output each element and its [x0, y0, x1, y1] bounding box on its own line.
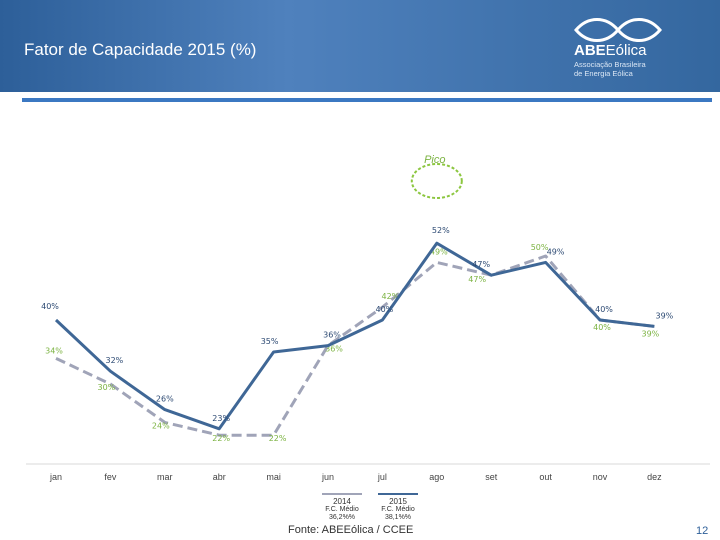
logo-subtitle: Associação Brasileira de Energia Eólica [574, 60, 646, 78]
x-tick-label-out: out [539, 472, 552, 482]
logo-name: ABEEólica [574, 42, 647, 59]
x-tick-label-mar: mar [157, 472, 173, 482]
x-tick-label-jan: jan [49, 472, 62, 482]
data-label-2014-mar: 24% [152, 421, 170, 430]
data-label-2014-out: 50% [531, 243, 549, 252]
header-divider [22, 98, 712, 102]
data-label-2015-mai: 35% [261, 337, 279, 346]
capacity-factor-chart: jan fev mar abr mai jun jul ago set out nov dez 34% 3… [26, 154, 710, 482]
x-tick-label-fev: fev [104, 472, 117, 482]
data-label-2014-dez: 39% [642, 329, 660, 338]
data-label-2015-nov: 40% [595, 305, 613, 314]
peak-annotation-label: Pico [424, 154, 445, 166]
page-number: 12 [696, 525, 709, 537]
data-label-2014-set: 47% [468, 275, 486, 284]
logo-name-bold: ABE [574, 42, 606, 59]
data-label-2015-jan: 40% [41, 302, 59, 311]
legend-caption-2015: F.C. Médio [381, 506, 415, 513]
legend-value-2015: 38,1%% [384, 514, 412, 521]
x-tick-label-dez: dez [647, 472, 662, 482]
x-tick-label-nov: nov [593, 472, 608, 482]
peak-highlight-ellipse [410, 163, 463, 199]
legend-caption-2014: F.C. Médio [325, 506, 359, 513]
series-line-2015 [54, 241, 655, 431]
data-label-2014-mai: 22% [269, 434, 287, 443]
data-label-2015-dez: 39% [656, 311, 674, 320]
legend-label-2014: 2014 [333, 497, 351, 506]
data-label-2014-fev: 30% [98, 383, 116, 392]
data-label-2015-out: 49% [547, 247, 565, 256]
data-label-2015-abr: 23% [212, 414, 230, 423]
wind-swirl-icon [574, 18, 662, 42]
data-label-2015-jul: 40% [376, 305, 394, 314]
legend-item-2015: 2015 F.C. Médio 38,1%% [368, 490, 428, 522]
x-tick-label-mai: mai [266, 472, 281, 482]
data-label-2014-jun: 36% [325, 345, 343, 354]
legend-value-2014: 36,2%% [328, 514, 356, 521]
legend-swatch-2014 [322, 493, 362, 495]
logo-name-regular: Eólica [605, 42, 647, 59]
logo-subtitle-line2: de Energia Eólica [574, 69, 633, 78]
logo-subtitle-line1: Associação Brasileira [574, 60, 646, 69]
data-label-2015-ago: 52% [432, 226, 450, 235]
legend-item-2014: 2014 F.C. Médio 36,2%% [312, 490, 372, 522]
legend-label-2015: 2015 [389, 497, 407, 506]
data-label-2015-fev: 32% [106, 356, 124, 365]
x-tick-label-jun: jun [321, 472, 334, 482]
data-label-2014-nov: 40% [593, 323, 611, 332]
legend-swatch-2015 [378, 493, 418, 495]
abeeolica-logo: ABEEólica Associação Brasileira de Energ… [566, 16, 696, 88]
x-tick-label-abr: abr [213, 472, 226, 482]
chart-legend: 2014 F.C. Médio 36,2%% 2015 F.C. Médio 3… [300, 490, 440, 526]
x-tick-label-ago: ago [429, 472, 444, 482]
data-label-2015-mar: 26% [156, 395, 174, 404]
data-label-2014-abr: 22% [212, 434, 230, 443]
header-band [0, 0, 720, 92]
data-label-2014-jul: 42% [382, 292, 400, 301]
data-label-2015-set: 47% [472, 260, 490, 269]
series-line-2014 [55, 254, 655, 437]
data-label-2015-jun: 36% [323, 331, 341, 340]
x-tick-label-set: set [485, 472, 498, 482]
source-note: Fonte: ABEEólica / CCEE [288, 524, 414, 536]
x-tick-label-jul: jul [377, 472, 387, 482]
data-label-2014-ago: 49% [430, 247, 448, 256]
data-label-2014-jan: 34% [45, 346, 63, 355]
slide-title: Fator de Capacidade 2015 (%) [24, 40, 257, 59]
